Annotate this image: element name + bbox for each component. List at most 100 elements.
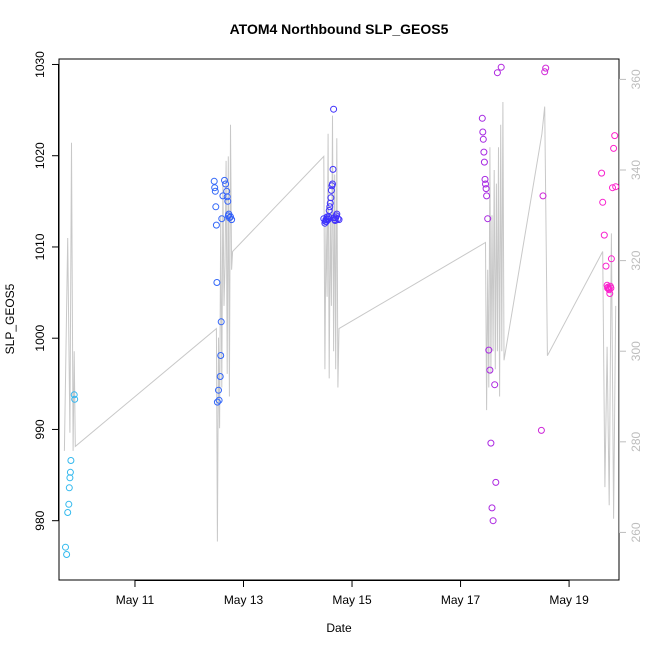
- data-point: [70, 391, 78, 399]
- data-point: [218, 215, 226, 223]
- data-point: [63, 551, 71, 558]
- right-tick-label: 300: [629, 341, 643, 361]
- left-tick-label: 990: [33, 419, 47, 439]
- chart-title: ATOM4 Northbound SLP_GEOS5: [230, 21, 449, 37]
- x-tick-label: May 15: [332, 593, 372, 607]
- data-point: [71, 395, 79, 403]
- data-point: [609, 184, 616, 192]
- right-tick-label: 260: [629, 522, 643, 542]
- data-point: [605, 286, 613, 294]
- data-point: [221, 176, 228, 184]
- data-point: [478, 114, 486, 122]
- y-axis-label: SLP_GEOS5: [3, 283, 17, 354]
- data-points-layer: [62, 63, 620, 558]
- data-point: [216, 373, 224, 380]
- secondary-series-line: [63, 101, 617, 542]
- data-point: [212, 203, 220, 211]
- x-axis-label: Date: [326, 621, 352, 635]
- data-point: [327, 186, 335, 194]
- x-tick-label: May 17: [441, 593, 481, 607]
- data-point: [225, 214, 233, 222]
- data-point: [484, 215, 492, 223]
- data-point: [217, 352, 225, 359]
- data-point: [329, 165, 337, 173]
- data-point: [217, 318, 225, 326]
- data-point: [492, 478, 500, 486]
- data-point: [610, 144, 618, 152]
- left-tick-label: 1020: [33, 142, 47, 169]
- data-point: [537, 426, 545, 434]
- data-point: [479, 135, 487, 143]
- data-point: [223, 193, 231, 201]
- data-point: [480, 158, 488, 166]
- data-point: [491, 381, 499, 389]
- data-point: [327, 194, 335, 202]
- left-tick-label: 980: [33, 510, 47, 530]
- data-point: [213, 398, 221, 406]
- data-point: [222, 180, 230, 188]
- data-point: [64, 509, 72, 516]
- data-point: [612, 183, 620, 191]
- data-point: [539, 192, 547, 200]
- data-point: [334, 215, 342, 223]
- data-point: [483, 192, 491, 200]
- data-point: [479, 128, 487, 136]
- data-point: [219, 192, 227, 200]
- data-point: [611, 132, 619, 140]
- data-point: [599, 198, 607, 206]
- data-point: [210, 177, 218, 185]
- data-point: [485, 346, 493, 354]
- data-point: [215, 386, 222, 394]
- data-point: [65, 500, 73, 508]
- data-point: [602, 262, 610, 270]
- data-point: [211, 184, 219, 192]
- data-point: [326, 203, 334, 211]
- right-tick-label: 280: [629, 431, 643, 451]
- data-point: [212, 221, 220, 229]
- data-point: [482, 185, 490, 193]
- x-axis: May 11 May 13 May 15 May 17 May 19: [116, 580, 589, 607]
- data-point: [325, 207, 333, 214]
- data-point: [215, 396, 223, 404]
- left-tick-label: 1010: [33, 233, 47, 260]
- data-point: [67, 457, 75, 464]
- data-point: [607, 284, 615, 292]
- data-point: [487, 439, 495, 447]
- right-tick-label: 340: [629, 160, 643, 180]
- right-tick-label: 360: [629, 69, 643, 89]
- data-point: [65, 484, 73, 492]
- right-tick-label: 320: [629, 250, 643, 270]
- left-y-axis: 980 990 1000 1010 1020 1030: [33, 51, 59, 531]
- data-point: [493, 69, 501, 77]
- data-point: [66, 468, 74, 476]
- data-point: [481, 175, 489, 183]
- plot-frame: [58, 58, 620, 581]
- data-point: [607, 255, 615, 263]
- x-tick-label: May 13: [224, 593, 264, 607]
- data-point: [330, 105, 338, 113]
- data-point: [213, 279, 221, 286]
- data-point: [62, 543, 69, 551]
- x-tick-label: May 11: [116, 593, 155, 607]
- secondary-line-layer: [63, 101, 617, 542]
- data-point: [542, 64, 550, 72]
- data-point: [482, 180, 489, 188]
- data-point: [224, 197, 232, 205]
- data-point: [600, 231, 608, 239]
- data-point: [488, 504, 496, 512]
- data-point: [486, 366, 494, 374]
- data-point: [335, 216, 343, 224]
- left-tick-label: 1030: [33, 51, 47, 78]
- left-tick-label: 1000: [33, 325, 47, 352]
- data-point: [480, 148, 488, 156]
- data-point: [329, 180, 336, 188]
- right-y-axis: 260 280 300 320 340 360: [619, 69, 643, 542]
- x-tick-label: May 19: [549, 593, 589, 607]
- data-point: [489, 517, 497, 525]
- data-point: [211, 187, 219, 195]
- data-point: [541, 68, 549, 76]
- data-point: [228, 216, 236, 224]
- data-point: [497, 63, 505, 71]
- data-point: [598, 169, 606, 177]
